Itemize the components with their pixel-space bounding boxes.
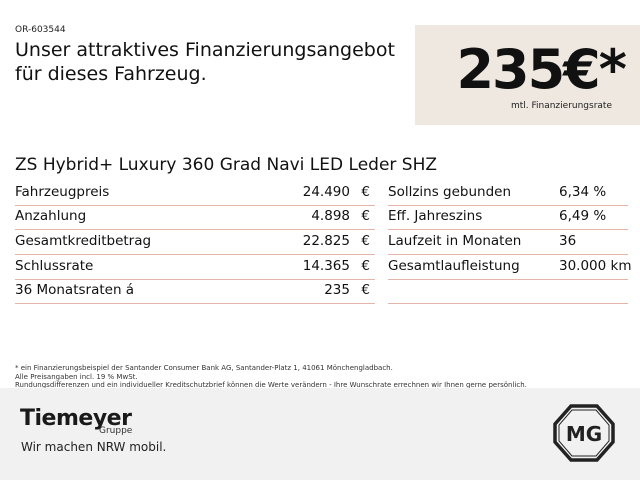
row-label: Gesamtlaufleistung [388, 258, 520, 274]
table-row: Anzahlung 4.898 € [15, 205, 375, 230]
monthly-rate: 235€* [456, 38, 627, 101]
table-row: Gesamtlaufleistung 30.000 km [388, 255, 632, 280]
price-box: 235€* mtl. Finanzierungsrate [415, 25, 640, 125]
row-value: 6,49 % [559, 208, 607, 224]
row-label: 36 Monatsraten á [15, 282, 135, 298]
table-row: 36 Monatsraten á 235 € [15, 279, 375, 304]
dealer-logo-subtext: Gruppe [99, 426, 133, 436]
footnote-vat: Alle Preisangaben incl. 19 % MwSt. [15, 373, 138, 381]
row-label: Schlussrate [15, 258, 94, 274]
row-value: 235 [324, 282, 350, 298]
row-value: 14.365 [302, 258, 350, 274]
row-value: 36 [559, 233, 577, 249]
table-row: Eff. Jahreszins 6,49 % [388, 205, 628, 230]
row-label: Fahrzeugpreis [15, 184, 110, 200]
row-currency: € [361, 258, 370, 274]
dealer-logo-text: Tiemeyer [20, 406, 132, 431]
row-value: 30.000 km [559, 258, 632, 274]
vehicle-model: ZS Hybrid+ Luxury 360 Grad Navi LED Lede… [15, 155, 438, 175]
dealer-slogan: Wir machen NRW mobil. [21, 440, 167, 454]
row-label: Laufzeit in Monaten [388, 233, 522, 249]
row-currency: € [361, 282, 370, 298]
row-label: Eff. Jahreszins [388, 208, 483, 224]
table-row: Sollzins gebunden 6,34 % [388, 181, 628, 206]
row-label: Anzahlung [15, 208, 87, 224]
row-currency: € [361, 233, 370, 249]
table-row-empty [388, 279, 628, 304]
headline-line-2: für dieses Fahrzeug. [15, 63, 207, 85]
row-value: 4.898 [311, 208, 350, 224]
row-label: Sollzins gebunden [388, 184, 512, 200]
footnote-rounding: Rundungsdifferenzen und ein individuelle… [15, 381, 527, 389]
table-row: Fahrzeugpreis 24.490 € [15, 181, 375, 206]
table-row: Schlussrate 14.365 € [15, 255, 375, 280]
monthly-rate-label: mtl. Finanzierungsrate [510, 101, 612, 111]
headline: Unser attraktives Finanzierungsangebot f… [15, 38, 415, 86]
footer: Tiemeyer Gruppe Wir machen NRW mobil. MG [0, 388, 640, 480]
table-row: Gesamtkreditbetrag 22.825 € [15, 230, 375, 255]
mg-logo-text: MG [566, 422, 602, 446]
row-currency: € [361, 184, 370, 200]
row-label: Gesamtkreditbetrag [15, 233, 152, 249]
footnote-financing: * ein Finanzierungsbeispiel der Santande… [15, 364, 393, 372]
mg-logo-icon: MG [553, 404, 615, 462]
offer-reference: OR-603544 [15, 25, 66, 35]
row-value: 22.825 [302, 233, 350, 249]
row-value: 24.490 [302, 184, 350, 200]
headline-line-1: Unser attraktives Finanzierungsangebot [15, 39, 395, 61]
table-row: Laufzeit in Monaten 36 [388, 230, 628, 255]
row-value: 6,34 % [559, 184, 607, 200]
row-currency: € [361, 208, 370, 224]
